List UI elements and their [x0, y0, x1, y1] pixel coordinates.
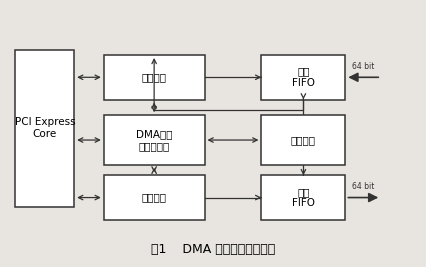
Text: 64 bit: 64 bit: [352, 182, 374, 191]
Text: 上行
FIFO: 上行 FIFO: [292, 66, 315, 88]
Text: 下行
FIFO: 下行 FIFO: [292, 187, 315, 208]
FancyBboxPatch shape: [262, 55, 345, 100]
Text: 图1    DMA 控制逻辑设计框图: 图1 DMA 控制逻辑设计框图: [151, 244, 275, 256]
Text: 发送引擎: 发送引擎: [141, 72, 167, 82]
Text: 中断控制: 中断控制: [291, 135, 316, 145]
FancyBboxPatch shape: [104, 55, 204, 100]
Text: DMA控制
状态寄存器: DMA控制 状态寄存器: [136, 129, 173, 151]
FancyBboxPatch shape: [104, 175, 204, 220]
FancyBboxPatch shape: [104, 115, 204, 165]
Text: 64 bit: 64 bit: [352, 62, 374, 71]
Text: 接收引擎: 接收引擎: [141, 193, 167, 203]
Text: PCI Express
Core: PCI Express Core: [14, 117, 75, 139]
FancyBboxPatch shape: [262, 175, 345, 220]
FancyBboxPatch shape: [262, 115, 345, 165]
FancyBboxPatch shape: [15, 50, 74, 207]
